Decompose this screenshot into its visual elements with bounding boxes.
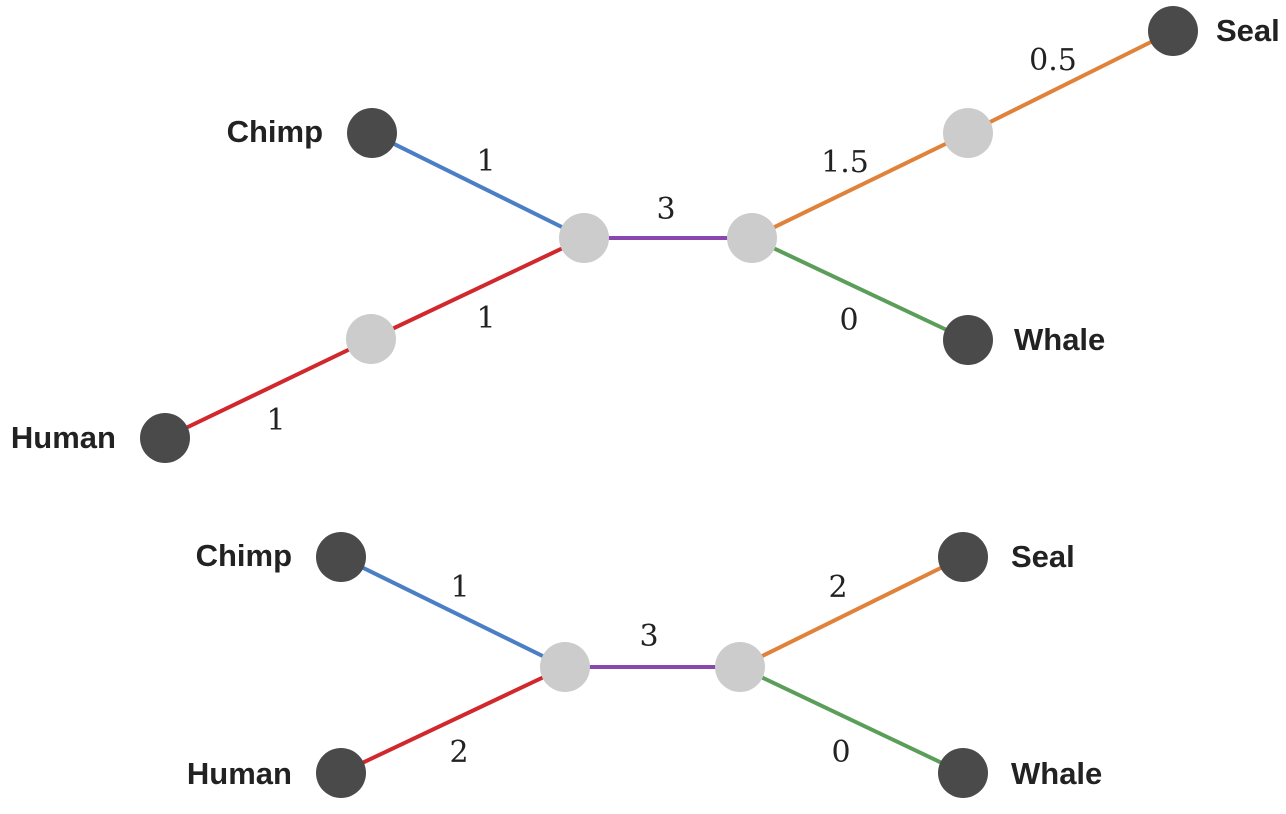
bottom-internal-node-left xyxy=(540,642,590,692)
bottom-weight-center: 3 xyxy=(639,619,658,654)
top-label-seal: Seal xyxy=(1216,13,1280,48)
bottom-weight-whale: 0 xyxy=(831,735,850,770)
bottom-edge-human xyxy=(340,665,566,775)
top-internal-node-seal xyxy=(943,108,993,158)
bottom-label-human: Human xyxy=(187,756,292,791)
bottom-label-seal: Seal xyxy=(1011,539,1075,574)
top-edge-whale xyxy=(751,236,969,342)
bottom-weight-human: 2 xyxy=(449,735,468,770)
top-internal-node-left xyxy=(559,213,609,263)
bottom-label-whale: Whale xyxy=(1011,756,1102,791)
top-label-chimp: Chimp xyxy=(227,114,323,149)
top-weight-chimp: 1 xyxy=(476,144,495,179)
bottom-edge-seal xyxy=(739,555,964,669)
bottom-leaf-human xyxy=(316,748,366,798)
top-tree: Chimp Human Seal Whale 1 1 1 3 1.5 0.5 0 xyxy=(11,6,1280,463)
top-weight-center: 3 xyxy=(656,192,675,227)
top-internal-node-human xyxy=(346,314,396,364)
bottom-leaf-whale xyxy=(938,748,988,798)
top-edge-seal-outer xyxy=(967,29,1174,135)
top-weight-human-outer: 1 xyxy=(266,403,285,438)
bottom-edge-whale xyxy=(739,665,964,775)
top-label-human: Human xyxy=(11,420,116,455)
bottom-label-chimp: Chimp xyxy=(196,538,292,573)
top-edge-human-inner xyxy=(370,236,585,341)
bottom-internal-node-right xyxy=(715,642,765,692)
top-internal-node-right xyxy=(727,213,777,263)
top-weight-human-inner: 1 xyxy=(476,301,495,336)
top-leaf-seal xyxy=(1148,6,1198,56)
top-weight-whale: 0 xyxy=(839,303,858,338)
top-edge-chimp xyxy=(371,131,585,240)
top-weight-seal-outer: 0.5 xyxy=(1029,43,1077,78)
bottom-weight-chimp: 1 xyxy=(450,570,469,605)
top-label-whale: Whale xyxy=(1014,322,1105,357)
bottom-tree: Chimp Human Seal Whale 1 2 3 2 0 xyxy=(187,532,1102,798)
bottom-edge-chimp xyxy=(340,555,566,669)
top-leaf-chimp xyxy=(347,108,397,158)
bottom-leaf-seal xyxy=(938,532,988,582)
top-leaf-whale xyxy=(943,315,993,365)
top-edge-human-outer xyxy=(164,337,372,440)
top-weight-seal-inner: 1.5 xyxy=(821,145,869,180)
top-edge-seal-inner xyxy=(751,131,969,240)
bottom-weight-seal: 2 xyxy=(828,570,847,605)
bottom-leaf-chimp xyxy=(316,532,366,582)
top-leaf-human xyxy=(140,413,190,463)
